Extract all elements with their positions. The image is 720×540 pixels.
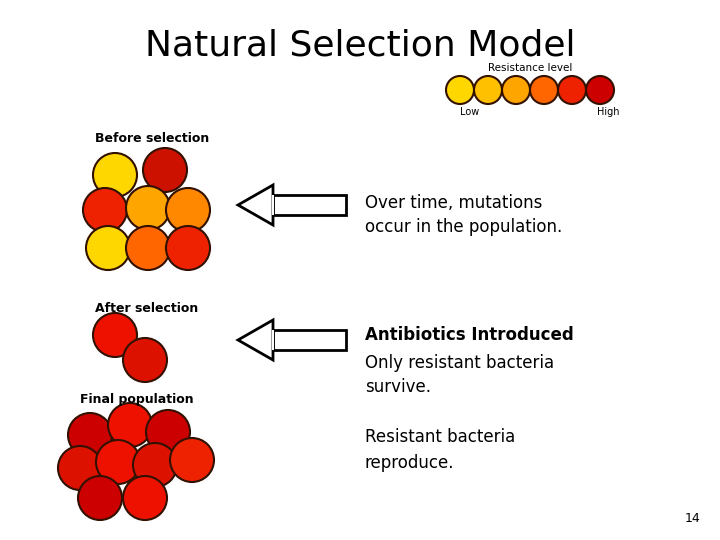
Ellipse shape (530, 76, 558, 104)
Text: Resistant bacteria
reproduce.: Resistant bacteria reproduce. (365, 429, 516, 471)
Ellipse shape (502, 76, 530, 104)
Ellipse shape (170, 438, 214, 482)
Ellipse shape (474, 76, 502, 104)
Text: Over time, mutations
occur in the population.: Over time, mutations occur in the popula… (365, 193, 562, 237)
Polygon shape (238, 320, 273, 360)
Ellipse shape (126, 226, 170, 270)
Ellipse shape (558, 76, 586, 104)
Bar (272, 330, 274, 350)
Ellipse shape (166, 226, 210, 270)
Text: Natural Selection Model: Natural Selection Model (145, 28, 575, 62)
Ellipse shape (166, 188, 210, 232)
Text: High: High (598, 107, 620, 117)
Ellipse shape (126, 186, 170, 230)
Ellipse shape (58, 446, 102, 490)
Ellipse shape (78, 476, 122, 520)
Text: Only resistant bacteria
survive.: Only resistant bacteria survive. (365, 354, 554, 396)
Ellipse shape (83, 188, 127, 232)
Ellipse shape (108, 403, 152, 447)
Ellipse shape (586, 76, 614, 104)
Ellipse shape (96, 440, 140, 484)
Bar (272, 195, 274, 215)
Ellipse shape (68, 413, 112, 457)
Text: Antibiotics Introduced: Antibiotics Introduced (365, 326, 574, 344)
Ellipse shape (123, 476, 167, 520)
Bar (273, 330, 346, 350)
Ellipse shape (446, 76, 474, 104)
Text: Low: Low (460, 107, 480, 117)
Polygon shape (238, 185, 273, 225)
Ellipse shape (93, 153, 137, 197)
Ellipse shape (123, 338, 167, 382)
Ellipse shape (93, 313, 137, 357)
Ellipse shape (143, 148, 187, 192)
Text: Before selection: Before selection (95, 132, 210, 145)
Bar (273, 195, 346, 215)
Text: After selection: After selection (95, 301, 198, 314)
Ellipse shape (146, 410, 190, 454)
Ellipse shape (86, 226, 130, 270)
Text: Final population: Final population (80, 394, 194, 407)
Ellipse shape (133, 443, 177, 487)
Text: Resistance level: Resistance level (488, 63, 572, 73)
Text: 14: 14 (684, 512, 700, 525)
